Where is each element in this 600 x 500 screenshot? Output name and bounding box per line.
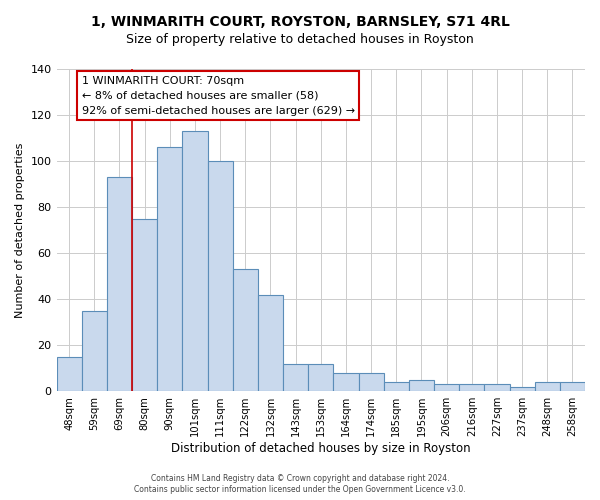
Bar — [434, 384, 459, 391]
Bar — [258, 294, 283, 391]
Text: 1 WINMARITH COURT: 70sqm
← 8% of detached houses are smaller (58)
92% of semi-de: 1 WINMARITH COURT: 70sqm ← 8% of detache… — [82, 76, 355, 116]
Bar — [233, 269, 258, 391]
Bar — [560, 382, 585, 391]
Bar — [82, 310, 107, 391]
Bar — [308, 364, 334, 391]
Bar — [283, 364, 308, 391]
Bar — [107, 177, 132, 391]
Bar — [56, 356, 82, 391]
Bar — [484, 384, 509, 391]
Bar — [157, 148, 182, 391]
Text: 1, WINMARITH COURT, ROYSTON, BARNSLEY, S71 4RL: 1, WINMARITH COURT, ROYSTON, BARNSLEY, S… — [91, 15, 509, 29]
Bar — [535, 382, 560, 391]
Bar — [409, 380, 434, 391]
Bar — [509, 386, 535, 391]
Bar — [459, 384, 484, 391]
Bar — [334, 373, 359, 391]
Text: Contains HM Land Registry data © Crown copyright and database right 2024.
Contai: Contains HM Land Registry data © Crown c… — [134, 474, 466, 494]
X-axis label: Distribution of detached houses by size in Royston: Distribution of detached houses by size … — [171, 442, 470, 455]
Text: Size of property relative to detached houses in Royston: Size of property relative to detached ho… — [126, 32, 474, 46]
Bar — [132, 218, 157, 391]
Bar — [383, 382, 409, 391]
Bar — [208, 161, 233, 391]
Bar — [182, 131, 208, 391]
Bar — [359, 373, 383, 391]
Y-axis label: Number of detached properties: Number of detached properties — [15, 142, 25, 318]
